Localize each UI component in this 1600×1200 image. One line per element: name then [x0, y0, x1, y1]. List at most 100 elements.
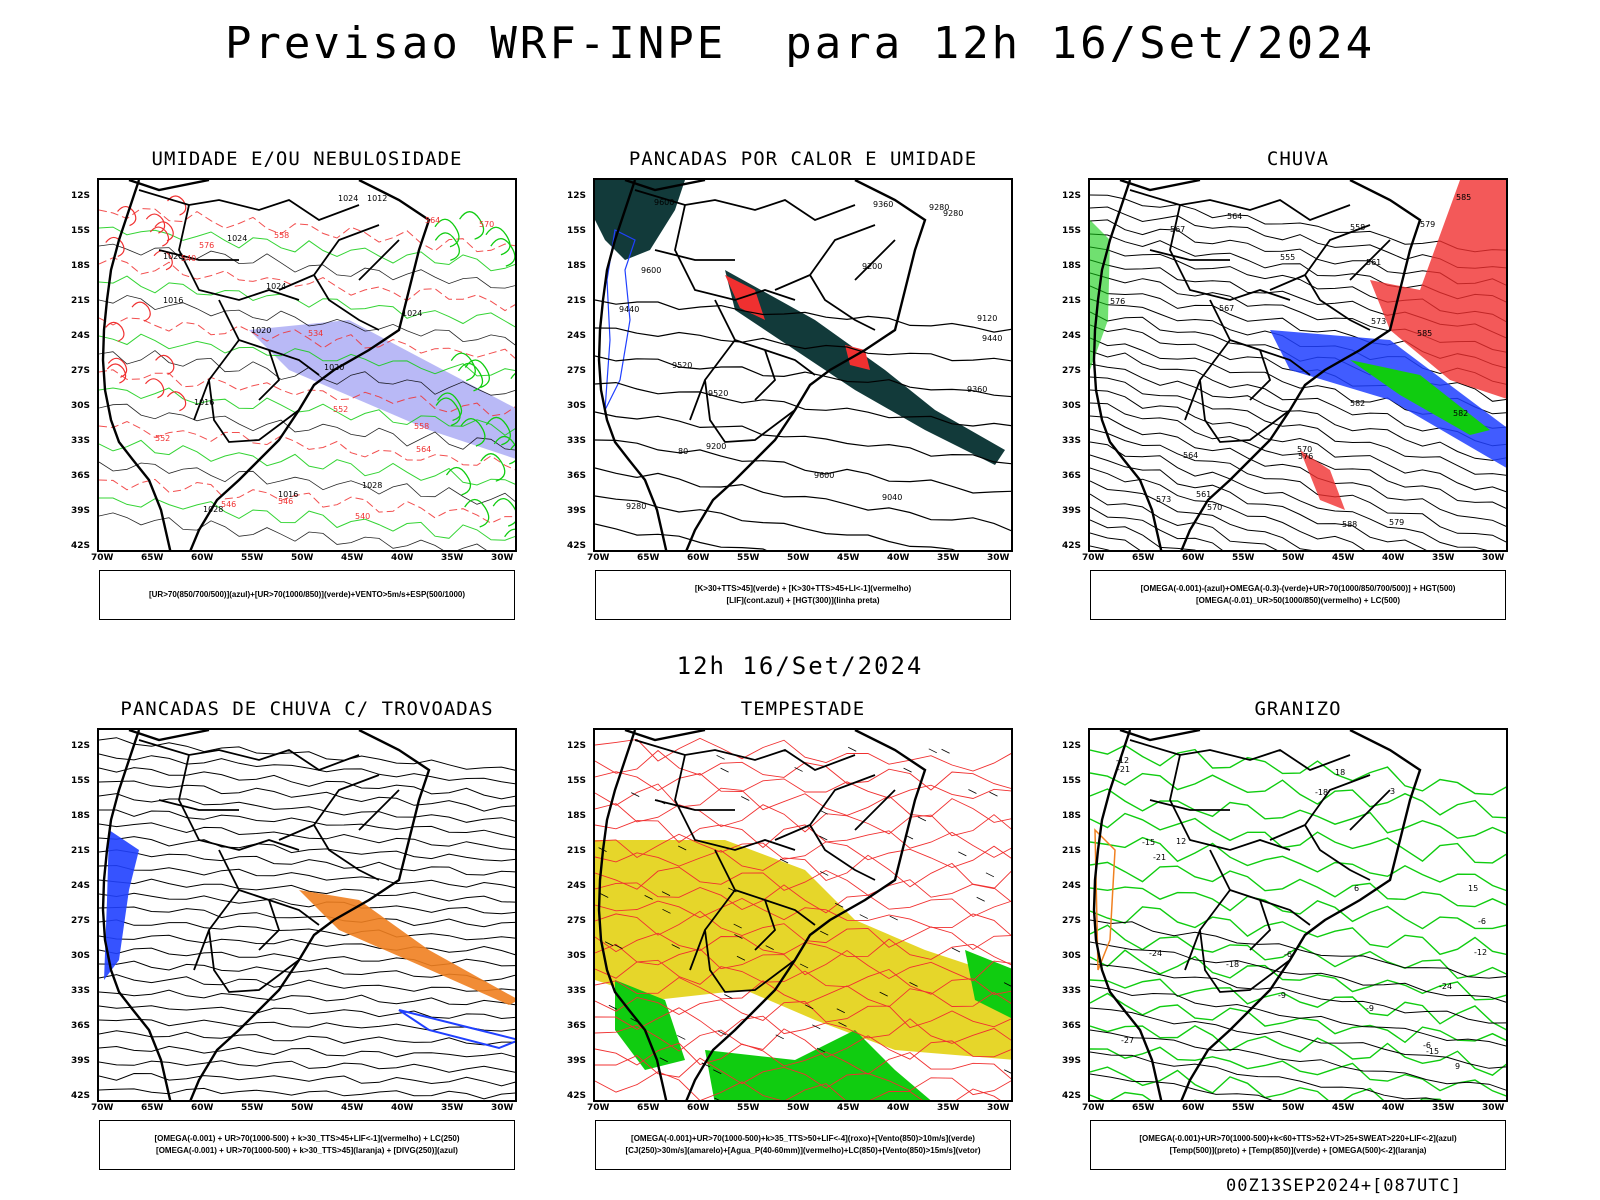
contour-label: 9600	[814, 471, 834, 480]
latitude-label: 27S	[567, 916, 587, 926]
forecast-map: 1012 1016 1016 1016 1020 1024 1024 1020 1024 1024…	[97, 178, 517, 552]
contour-label: -15	[1426, 1047, 1439, 1056]
contour-label: 9280	[943, 209, 963, 218]
legend-box: [OMEGA(-0.001)-(azul)+OMEGA(-0.3)-(verde…	[1090, 570, 1506, 620]
panel-title: TEMPESTADE	[740, 698, 866, 720]
contour-label: 546	[278, 497, 293, 506]
latitude-label: 18S	[1062, 811, 1082, 821]
latitude-label: 21S	[1062, 296, 1082, 306]
contour-label: 9120	[977, 314, 997, 323]
longitude-label: 50W	[291, 1103, 314, 1113]
contour-label: 9440	[982, 334, 1002, 343]
legend-line: [OMEGA(-0.001)-(azul)+OMEGA(-0.3)-(verde…	[1140, 584, 1456, 593]
latitude-label: 36S	[567, 471, 587, 481]
contour-label: 1028	[362, 481, 382, 490]
map-graphic	[99, 730, 515, 1100]
main-title: Previsao WRF-INPE para 12h 16/Set/2024	[224, 18, 1376, 69]
latitude-label: 39S	[1062, 506, 1082, 516]
latitude-label: 36S	[567, 1021, 587, 1031]
contour-label: 9520	[672, 361, 692, 370]
contour-label: 1016	[278, 490, 298, 499]
contour-label: 558	[414, 422, 429, 431]
contour-label: 588	[1342, 520, 1357, 529]
longitude-label: 65W	[637, 1103, 660, 1113]
longitude-label: 50W	[787, 553, 810, 563]
contour-label: 573	[1371, 317, 1386, 326]
longitude-label: 60W	[687, 553, 710, 563]
contour-label: 570	[479, 220, 494, 229]
longitude-label: 45W	[1332, 553, 1355, 563]
latitude-label: 30S	[567, 401, 587, 411]
contour-label: -21	[1117, 765, 1130, 774]
longitude-label: 30W	[1482, 1103, 1505, 1113]
longitude-label: 70W	[91, 553, 114, 563]
latitude-label: 42S	[567, 1091, 587, 1101]
contour-label: 561	[1196, 490, 1211, 499]
longitude-label: 35W	[1432, 553, 1455, 563]
longitude-label: 55W	[241, 553, 264, 563]
latitude-label: 36S	[71, 471, 91, 481]
contour-label: 9	[1455, 1062, 1460, 1071]
longitude-label: 70W	[1082, 553, 1105, 563]
latitude-label: 42S	[1062, 541, 1082, 551]
contour-label: 585	[1456, 193, 1471, 202]
panel-title: GRANIZO	[1254, 698, 1342, 720]
contour-label: -24	[1439, 982, 1452, 991]
latitude-label: 12S	[71, 191, 91, 201]
forecast-map: -9 -6 -12 -15 -18 -21 -27 -24 -12 -15 -18 -21 -24 -6 -…	[1088, 728, 1508, 1102]
longitude-label: 50W	[291, 553, 314, 563]
latitude-label: 15S	[1062, 776, 1082, 786]
longitude-label: 65W	[637, 553, 660, 563]
contour-label: 564	[1227, 212, 1242, 221]
contour-label: 1028	[203, 505, 223, 514]
latitude-label: 42S	[567, 541, 587, 551]
contour-label: 1024	[402, 309, 422, 318]
longitude-label: 50W	[787, 1103, 810, 1113]
contour-label: 1012	[367, 194, 387, 203]
model-run-label: 00Z13SEP2024+[087UTC]	[1226, 1176, 1462, 1196]
longitude-label: 55W	[737, 553, 760, 563]
contour-label: 576	[1110, 297, 1125, 306]
contour-label: 558	[274, 231, 289, 240]
contour-label: 9280	[626, 502, 646, 511]
latitude-label: 24S	[567, 881, 587, 891]
forecast-time-label: 12h 16/Set/2024	[676, 652, 924, 680]
contour-label: 576	[199, 241, 214, 250]
longitude-label: 55W	[1232, 1103, 1255, 1113]
contour-label: -18	[1315, 788, 1328, 797]
legend-line: [OMEGA(-0.001)+UR>70(1000-500)+k>35_TTS>…	[631, 1134, 975, 1143]
contour-label: 9040	[882, 493, 902, 502]
longitude-label: 65W	[141, 1103, 164, 1113]
contour-label: -12	[1474, 948, 1487, 957]
longitude-label: 30W	[1482, 553, 1505, 563]
longitude-label: 40W	[1382, 1103, 1405, 1113]
longitude-label: 30W	[491, 1103, 514, 1113]
latitude-label: 21S	[567, 846, 587, 856]
contour-label: 1020	[163, 252, 183, 261]
longitude-label: 65W	[1132, 1103, 1155, 1113]
longitude-label: 35W	[441, 1103, 464, 1113]
contour-label: -6	[1423, 1041, 1431, 1050]
contour-label: 15	[1468, 884, 1478, 893]
legend-line: [K>30+TTS>45](verde) + [K>30+TTS>45+LI<-…	[694, 584, 912, 593]
latitude-label: 12S	[1062, 191, 1082, 201]
forecast-map: 9600 9520 9440 9360 9280 9200 9120 9040 9600 9520…	[593, 178, 1013, 552]
latitude-label: 24S	[71, 331, 91, 341]
latitude-label: 24S	[1062, 881, 1082, 891]
latitude-label: 21S	[71, 846, 91, 856]
latitude-label: 42S	[71, 1091, 91, 1101]
latitude-label: 27S	[1062, 366, 1082, 376]
latitude-label: 18S	[567, 261, 587, 271]
contour-label: 1020	[324, 363, 344, 372]
longitude-label: 55W	[1232, 553, 1255, 563]
contour-label: 570	[1297, 445, 1312, 454]
longitude-label: 30W	[987, 553, 1010, 563]
contour-label: 567	[1219, 304, 1234, 313]
contour-label: 80	[678, 447, 688, 456]
longitude-label: 55W	[241, 1103, 264, 1113]
contour-label: -27	[1121, 1036, 1134, 1045]
longitude-label: 70W	[587, 553, 610, 563]
latitude-label: 15S	[71, 226, 91, 236]
contour-label: 1024	[227, 234, 247, 243]
contour-label: 540	[181, 254, 196, 263]
